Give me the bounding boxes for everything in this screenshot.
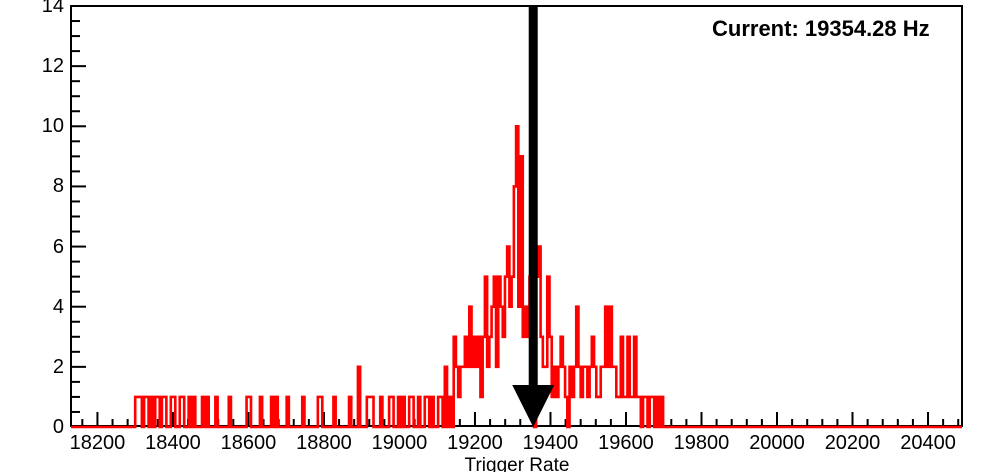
- x-tick-label: 20000: [749, 432, 805, 454]
- x-tick-label: 19800: [673, 432, 730, 454]
- y-tick-label: 10: [41, 115, 64, 138]
- x-tick-label: 18800: [296, 432, 352, 454]
- x-tick-label: 19400: [522, 432, 579, 454]
- plot-frame: [70, 5, 963, 427]
- y-tick-label: 0: [52, 416, 64, 438]
- x-tick-label: 18600: [220, 432, 277, 454]
- y-tick-label: 8: [52, 175, 64, 198]
- x-tick-label: 20200: [824, 432, 881, 454]
- y-tick-label: 14: [41, 0, 64, 17]
- y-tick-label: 6: [52, 235, 64, 258]
- x-tick-label: 19000: [371, 432, 428, 454]
- x-tick-label: 19600: [598, 432, 654, 454]
- x-tick-label: 19200: [447, 432, 503, 454]
- y-tick-label: 2: [52, 355, 64, 378]
- x-tick-label: 18400: [145, 432, 201, 454]
- x-axis-title: Trigger Rate: [464, 455, 570, 472]
- current-rate-readout: Current: 19354.28 Hz: [712, 16, 930, 41]
- x-tick-label: 20400: [900, 432, 956, 454]
- y-tick-label: 12: [41, 55, 64, 78]
- x-tick-label: 18200: [69, 432, 126, 454]
- y-tick-label: 4: [52, 295, 64, 318]
